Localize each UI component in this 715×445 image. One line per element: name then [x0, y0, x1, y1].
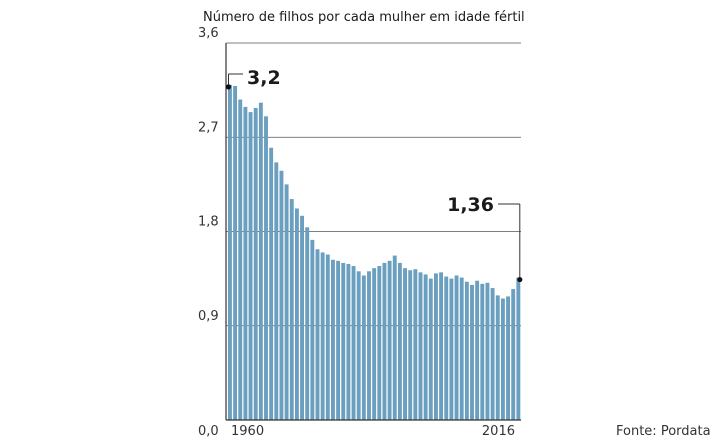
- annotation-label: 1,36: [447, 194, 494, 216]
- bar-1960: [228, 84, 232, 420]
- source-note: Fonte: Pordata: [616, 424, 711, 439]
- bar-2011: [490, 288, 495, 420]
- bar-1975: [305, 227, 310, 420]
- bar-1980: [331, 259, 335, 420]
- y-tick-label: 1,8: [198, 215, 219, 230]
- bar-1974: [300, 215, 304, 420]
- x-tick-label: 1960: [231, 424, 264, 439]
- bar-2005: [459, 277, 464, 420]
- annotations: 3,2 1,36: [225, 67, 523, 283]
- bar-1995: [408, 270, 413, 420]
- bar-1970: [279, 170, 284, 420]
- bar-1973: [294, 208, 299, 420]
- bar-1997: [418, 272, 423, 420]
- bar-1965: [253, 107, 258, 420]
- bar-2001: [439, 272, 444, 420]
- bar-1966: [258, 102, 263, 421]
- x-tick-label: 2016: [482, 424, 515, 439]
- bar-1994: [403, 268, 407, 420]
- bar-1983: [346, 263, 351, 420]
- bar-1989: [377, 266, 382, 420]
- bars: [228, 84, 521, 421]
- bar-2007: [470, 284, 474, 420]
- bar-1962: [238, 99, 243, 421]
- annotation-label: 3,2: [247, 67, 281, 89]
- chart-title: Número de filhos por cada mulher em idad…: [203, 10, 525, 25]
- bar-1979: [325, 254, 330, 420]
- bar-2015: [511, 289, 516, 420]
- bar-1987: [367, 271, 371, 420]
- bar-1982: [341, 262, 346, 420]
- bar-1967: [264, 116, 268, 421]
- bar-1977: [315, 249, 320, 420]
- bar-2014: [506, 296, 510, 420]
- annotation-dot: [517, 276, 523, 283]
- bar-1976: [310, 239, 315, 420]
- bar-2002: [444, 276, 449, 420]
- bar-1963: [243, 106, 248, 420]
- bar-2010: [485, 282, 490, 420]
- x-axis-ticks: 1960 2016: [231, 424, 515, 439]
- bar-1972: [289, 199, 294, 420]
- annotation-dot: [225, 84, 232, 90]
- bar-2008: [475, 280, 480, 420]
- bar-1971: [284, 184, 289, 420]
- y-axis-ticks: 0,0 0,9 1,8 2,7 3,6: [198, 26, 219, 439]
- bar-1986: [361, 275, 366, 420]
- bar-1990: [382, 262, 387, 420]
- bar-2009: [480, 283, 485, 420]
- bar-1998: [423, 274, 428, 420]
- bar-1981: [336, 260, 341, 420]
- bar-1964: [248, 112, 253, 420]
- y-tick-label: 3,6: [198, 26, 219, 41]
- bar-1969: [274, 162, 279, 420]
- bar-1992: [392, 255, 397, 420]
- bar-1999: [428, 278, 433, 420]
- bar-1993: [397, 262, 402, 420]
- bar-2000: [434, 273, 438, 420]
- bar-2013: [500, 298, 505, 420]
- bar-1991: [387, 260, 392, 420]
- y-tick-label: 0,9: [198, 309, 219, 324]
- y-tick-label: 2,7: [198, 120, 219, 135]
- bar-1988: [372, 268, 377, 420]
- bar-1978: [320, 252, 325, 420]
- bar-2004: [454, 275, 459, 420]
- bar-1996: [413, 269, 418, 420]
- bar-1984: [351, 266, 356, 420]
- y-tick-label: 0,0: [198, 424, 219, 439]
- bar-2012: [495, 295, 500, 420]
- bar-1985: [356, 271, 361, 420]
- bar-1961: [233, 85, 238, 421]
- bar-2016: [516, 277, 521, 420]
- bar-1968: [269, 147, 274, 420]
- bar-2006: [464, 281, 469, 420]
- bar-2003: [449, 278, 454, 420]
